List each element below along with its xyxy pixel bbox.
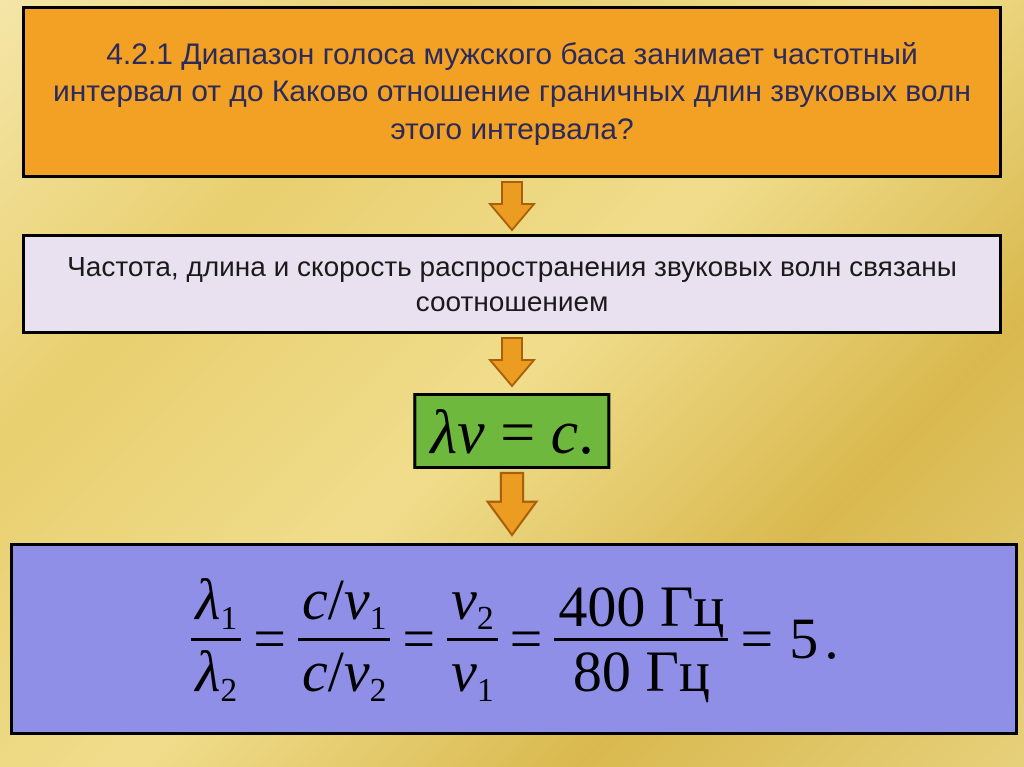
problem-statement-text: 4.2.1 Диапазон голоса мужского баса зани… (43, 36, 981, 149)
hz-denominator: 80 Гц (569, 641, 714, 703)
explanation-box: Частота, длина и скорость распространени… (22, 234, 1002, 334)
hz-numerator: 400 Гц (554, 576, 728, 638)
result-equation: λ1 λ2 = c/ν1 c/ν2 = ν2 ν1 = 400 Гц 80 Гц… (189, 569, 838, 709)
answer-value: 5 (789, 610, 818, 668)
equals-sign: = (500, 399, 535, 467)
problem-statement-box: 4.2.1 Диапазон голоса мужского баса зани… (22, 6, 1002, 178)
frac-hz: 400 Гц 80 Гц (554, 576, 728, 703)
c-symbol: c (551, 399, 579, 467)
arrow-down-icon (484, 178, 540, 234)
equals-4: = (740, 610, 773, 668)
period: . (578, 399, 594, 467)
lambda-symbol: λ (430, 399, 457, 467)
explanation-text: Частота, длина и скорость распространени… (43, 249, 981, 319)
equals-1: = (253, 610, 286, 668)
equals-2: = (402, 610, 435, 668)
arrow-down-icon (481, 468, 543, 540)
frac-lambda: λ1 λ2 (191, 569, 241, 709)
arrow-down-1 (484, 178, 540, 234)
arrow-down-2 (484, 334, 540, 390)
formula-box: λν = c. (413, 393, 610, 469)
formula-content: λν = c. (430, 402, 593, 464)
frac-cnu: c/ν1 c/ν2 (298, 569, 390, 709)
nu-symbol: ν (457, 399, 485, 467)
arrow-down-icon (484, 334, 540, 390)
result-box: λ1 λ2 = c/ν1 c/ν2 = ν2 ν1 = 400 Гц 80 Гц… (10, 543, 1018, 735)
arrow-down-3 (481, 468, 543, 540)
frac-nu: ν2 ν1 (447, 569, 498, 709)
equals-3: = (510, 610, 543, 668)
answer-period: . (824, 610, 839, 668)
